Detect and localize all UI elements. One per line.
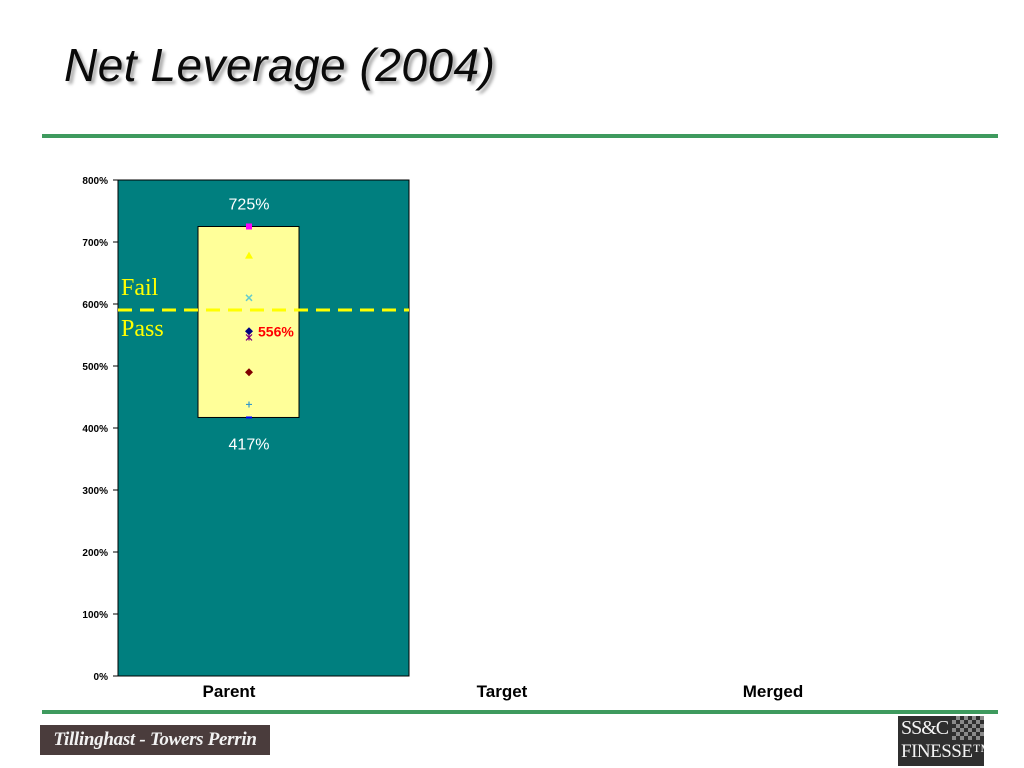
y-tick-label: 800% [82,176,108,187]
ssc-logo-line2: FINESSE™ [901,741,984,762]
y-tick-label: 400% [82,424,108,435]
y-tick-label: 200% [82,548,108,559]
ssc-finesse-logo: SS&C FINESSE™ [898,716,984,766]
data-point [245,294,253,302]
y-tick-label: 500% [82,362,108,373]
y-tick-label: 700% [82,238,108,249]
data-point [246,401,252,408]
slide-title: Net Leverage (2004) [64,39,496,91]
chart: 0% 100% 200% 300% 400% 500% 600% 700% 800% 725% 41… [82,176,410,683]
category-label-parent: Parent [202,682,256,701]
bottom-divider [42,710,998,714]
data-point [245,251,253,259]
category-label-target: Target [476,682,528,701]
threshold-pass-label: Pass [121,316,164,342]
y-tick-label: 300% [82,486,108,497]
data-point [246,223,252,230]
range-high-label: 725% [229,197,270,214]
y-tick-label: 0% [94,672,109,683]
data-point [245,327,253,336]
y-tick-label: 600% [82,300,108,311]
checker-pattern [952,716,984,740]
tillinghast-logo: Tillinghast - Towers Perrin [40,725,270,755]
y-tick-label: 100% [82,610,108,621]
ssc-logo-line1: SS&C [901,717,949,739]
data-point [245,368,253,377]
data-point [245,334,253,341]
top-divider [42,134,998,138]
threshold-fail-label: Fail [121,275,159,301]
highlight-value-label: 556% [258,323,294,339]
category-label-merged: Merged [742,682,804,701]
range-low-label: 417% [229,436,270,453]
